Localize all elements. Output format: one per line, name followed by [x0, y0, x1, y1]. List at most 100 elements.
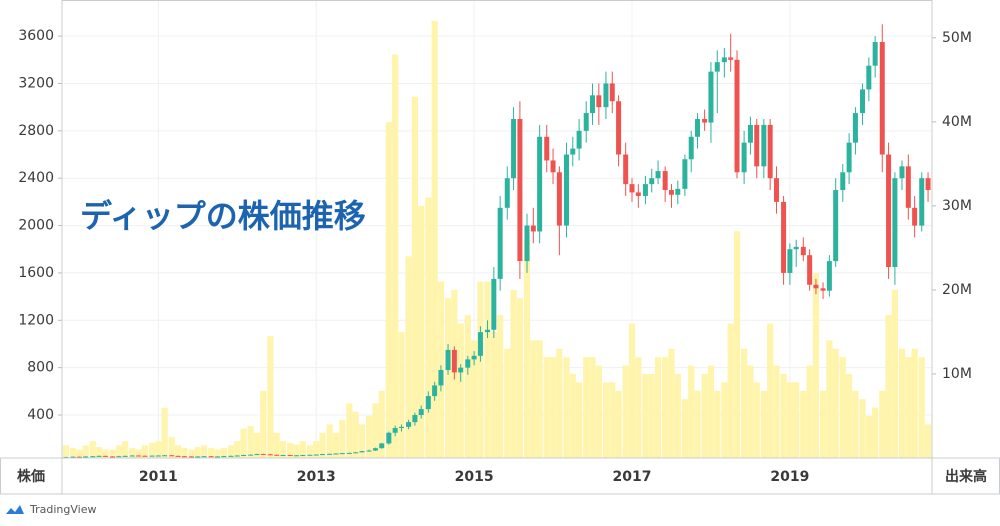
- candle-body: [662, 171, 668, 191]
- volume-bar: [490, 331, 497, 458]
- candle-body: [379, 443, 385, 449]
- volume-bar: [313, 441, 320, 458]
- volume-bar: [385, 121, 392, 458]
- candle-body: [313, 454, 319, 456]
- volume-bar: [819, 390, 827, 458]
- volume-bar: [741, 348, 748, 458]
- volume-bar: [62, 445, 70, 458]
- candle-body: [800, 246, 806, 256]
- candle-body: [339, 453, 345, 455]
- candle-body: [721, 57, 727, 63]
- y-axis-label: 株価: [17, 468, 45, 485]
- volume-bar: [464, 315, 471, 458]
- candle-body: [425, 396, 431, 410]
- volume-bar: [898, 348, 906, 458]
- volume-bar: [129, 447, 136, 458]
- volume-bar: [392, 54, 399, 459]
- volume-bar: [332, 432, 340, 458]
- candle-body: [761, 124, 767, 167]
- candle-body: [234, 455, 240, 457]
- candle-body: [181, 456, 187, 458]
- candle-body: [504, 178, 510, 208]
- candle-body: [919, 178, 925, 226]
- candle-body: [458, 367, 464, 373]
- candle-body: [307, 454, 313, 456]
- candle-body: [353, 452, 359, 454]
- volume-bar: [773, 365, 780, 458]
- volume-bar: [102, 449, 109, 458]
- candle-body: [228, 455, 234, 457]
- volume-bar: [602, 382, 610, 458]
- candle-body: [563, 154, 569, 226]
- candle-body: [175, 455, 181, 457]
- candle-body: [833, 190, 839, 262]
- volume-bar: [267, 336, 274, 458]
- candle-body: [438, 370, 444, 386]
- volume-bar: [306, 445, 313, 458]
- candle-body: [695, 118, 701, 137]
- candle-body: [826, 261, 832, 291]
- volume-bar: [714, 390, 721, 458]
- candle-body: [623, 154, 629, 185]
- candle-body: [485, 329, 491, 333]
- volume-bar: [76, 449, 83, 458]
- volume-bar: [326, 424, 333, 458]
- x-tick-label: 2015: [455, 469, 494, 485]
- volume-bar: [536, 340, 543, 458]
- volume-bar: [530, 340, 537, 458]
- volume-bar: [628, 323, 636, 458]
- volume-bar: [753, 382, 760, 458]
- volume-bar: [89, 441, 96, 458]
- candle-body: [675, 188, 681, 195]
- candle-body: [899, 166, 905, 179]
- volume-bar: [358, 424, 366, 458]
- volume-bar: [366, 415, 373, 458]
- y-tick-label: 400: [27, 407, 54, 423]
- y2-tick-label: 40M: [942, 114, 972, 130]
- volume-bar: [786, 382, 793, 458]
- candle-body: [300, 455, 306, 457]
- candle-body: [590, 95, 596, 114]
- volume-bar: [793, 382, 800, 458]
- volume-bar: [609, 382, 616, 458]
- candle-body: [122, 455, 128, 457]
- candle-body: [714, 62, 720, 72]
- volume-bar: [444, 298, 452, 458]
- candle-body: [248, 454, 254, 456]
- volume-bar: [648, 373, 655, 458]
- volume-bar: [543, 357, 550, 458]
- candle-body: [445, 349, 451, 371]
- volume-bar: [109, 449, 116, 458]
- volume-bar: [852, 390, 859, 458]
- candle-body: [372, 448, 378, 451]
- volume-bar: [477, 281, 484, 458]
- candle-body: [320, 454, 326, 456]
- candle-body: [280, 455, 286, 457]
- candle-body: [110, 456, 116, 458]
- candle-body: [96, 455, 102, 457]
- logo-icon: [6, 505, 24, 514]
- volume-bar: [181, 447, 188, 458]
- candle-body: [267, 454, 273, 456]
- volume-bar: [911, 348, 918, 458]
- candle-body: [702, 118, 708, 123]
- candle-body: [852, 113, 858, 143]
- volume-bar: [418, 205, 425, 458]
- branding-logo: TradingView: [6, 503, 96, 516]
- volume-bar: [214, 449, 221, 458]
- candle-body: [241, 455, 247, 457]
- candle-body: [327, 453, 333, 455]
- candle-body: [741, 142, 747, 173]
- volume-bar: [516, 298, 523, 458]
- volume-bar: [615, 390, 622, 458]
- volume-bar: [148, 442, 156, 458]
- volume-bar: [583, 357, 590, 458]
- volume-bar: [826, 340, 833, 458]
- candle-body: [840, 172, 846, 191]
- candle-body: [129, 455, 135, 457]
- candle-body: [682, 159, 688, 189]
- volume-bar: [425, 197, 432, 458]
- candle-body: [116, 456, 122, 458]
- candle-body: [346, 452, 352, 454]
- volume-bar: [82, 445, 89, 458]
